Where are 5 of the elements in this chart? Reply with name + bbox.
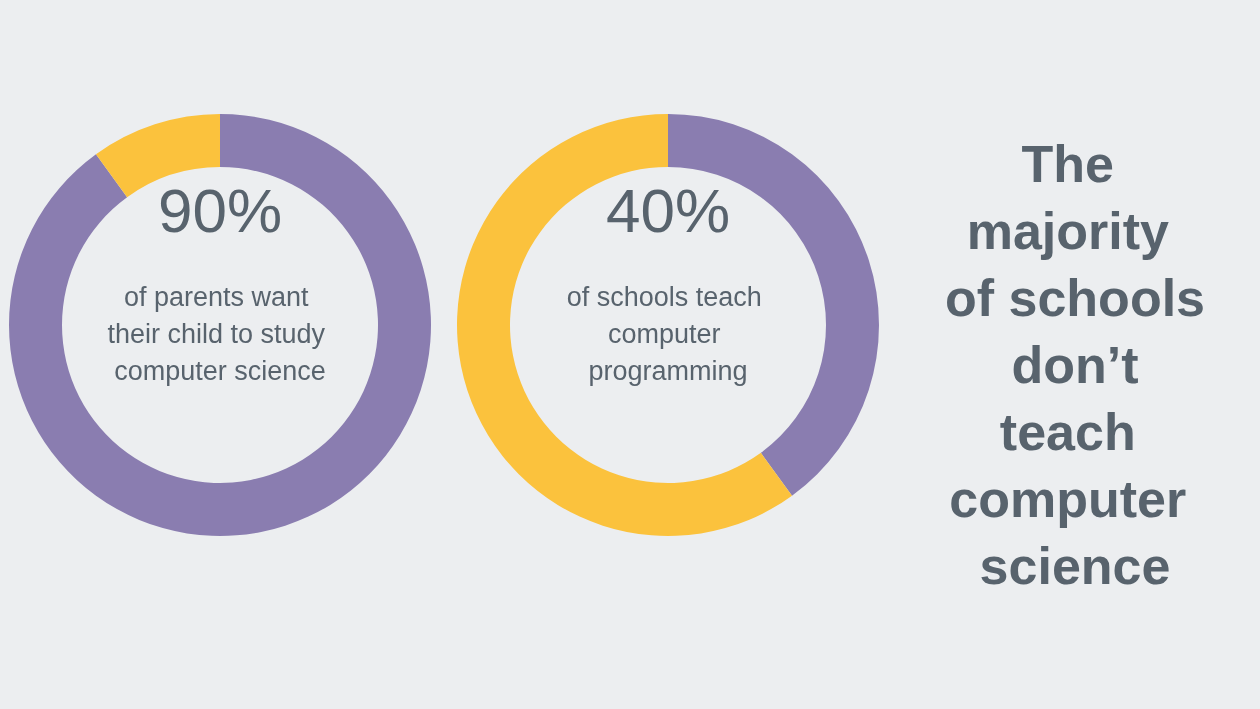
data-label: 90%	[157, 175, 283, 245]
text: of parents want their child to study computer science	[107, 281, 333, 386]
text: The majority of schools don’t teach computer science	[944, 134, 1206, 595]
data-label: 40%	[605, 175, 731, 245]
text: of schools teach computer programming	[566, 281, 770, 386]
